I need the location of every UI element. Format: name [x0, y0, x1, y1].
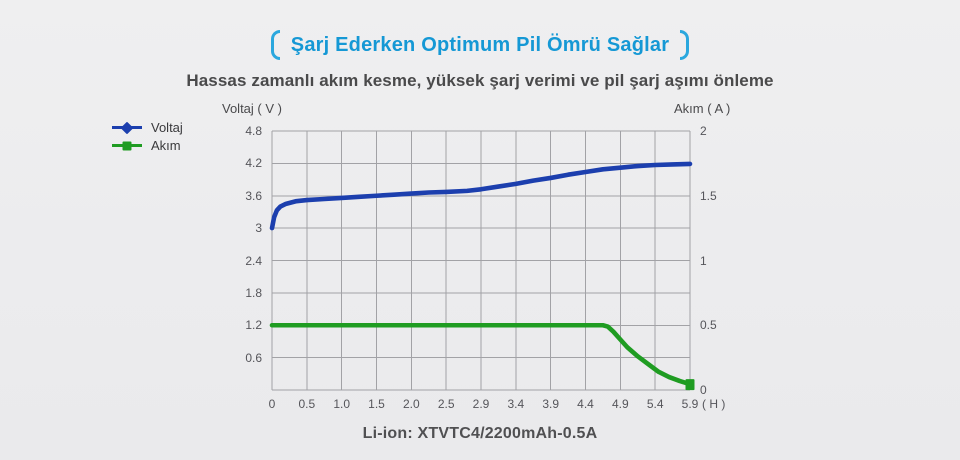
- akım-curve: [269, 322, 693, 387]
- x-axis-tick-label: 0.5: [298, 397, 316, 411]
- x-axis-tick-label: 2.0: [402, 397, 420, 411]
- square-icon: [122, 141, 132, 150]
- plot-area: [269, 130, 695, 391]
- right-axis-ticks: 2 1.5 1 0.5 0: [700, 124, 740, 397]
- x-axis-tick-label: 0: [268, 397, 276, 411]
- right-bracket-decoration: [680, 30, 690, 60]
- x-axis-tick-label: 5.9: [681, 397, 699, 411]
- square-marker-icon: [112, 141, 142, 150]
- left-axis-ticks: 4.8 4.2 3.6 3 2.4 1.8 1.2 0.6: [224, 124, 262, 390]
- right-axis-title: Akım ( A ): [674, 101, 731, 116]
- left-axis-tick-label: 4.2: [245, 156, 262, 171]
- x-axis-tick-label: 1.5: [368, 397, 385, 411]
- legend-label: Voltaj: [151, 120, 183, 135]
- left-axis-tick-label: 1.2: [245, 318, 262, 333]
- left-axis-title: Voltaj ( V ): [222, 101, 282, 116]
- x-axis-tick-label: 3.4: [507, 397, 525, 411]
- x-axis-ticks: 0 0.5 1.0 1.5 2.0 2.5 2.9 3.4 3.9 4.4 4.9 5.4 5.9: [268, 397, 699, 413]
- right-axis-tick-label: 1.5: [700, 188, 717, 203]
- legend-item-akım: Akım: [112, 138, 183, 153]
- battery-spec-caption: Li-ion: XTVTC4/2200mAh-0.5A: [362, 425, 598, 442]
- left-bracket-decoration: [270, 30, 280, 60]
- x-axis-tick-label: 2.5: [437, 397, 455, 411]
- legend-item-voltaj: Voltaj: [112, 120, 183, 135]
- right-axis-tick-label: 0.5: [700, 318, 717, 333]
- left-axis-tick-label: 0.6: [245, 350, 262, 365]
- right-axis-tick-label: 0: [700, 383, 707, 397]
- page-title-row: Şarj Ederken Optimum Pil Ömrü Sağlar: [0, 27, 960, 63]
- page-title: Şarj Ederken Optimum Pil Ömrü Sağlar: [290, 33, 670, 56]
- diamond-marker-icon: [112, 121, 142, 134]
- legend-label: Akım: [151, 138, 181, 153]
- x-axis-tick-label: 5.4: [646, 397, 664, 411]
- right-axis-tick-label: 2: [700, 124, 707, 138]
- diamond-icon: [120, 121, 134, 134]
- right-axis-tick-label: 1: [700, 253, 707, 268]
- akım-end-marker: [685, 379, 695, 391]
- page-subtitle: Hassas zamanlı akım kesme, yüksek şarj v…: [186, 71, 774, 90]
- left-axis-tick-label: 2.4: [245, 253, 262, 268]
- x-axis-tick-label: 2.9: [472, 397, 490, 411]
- x-axis-tick-label: 4.4: [577, 397, 594, 411]
- chart-legend: Voltaj Akım: [112, 120, 183, 153]
- x-axis-tick-label: 4.9: [611, 397, 629, 411]
- x-axis-unit: ( H ): [702, 397, 726, 411]
- left-axis-tick-label: 4.8: [245, 124, 262, 138]
- left-axis-tick-label: 1.8: [245, 285, 262, 300]
- x-axis-tick-label: 3.9: [542, 397, 559, 411]
- chart-canvas: [269, 130, 695, 391]
- x-axis-tick-label: 1.0: [333, 397, 350, 411]
- left-axis-tick-label: 3.6: [245, 188, 262, 203]
- voltaj-curve: [269, 161, 693, 231]
- left-axis-tick-label: 3: [255, 221, 262, 236]
